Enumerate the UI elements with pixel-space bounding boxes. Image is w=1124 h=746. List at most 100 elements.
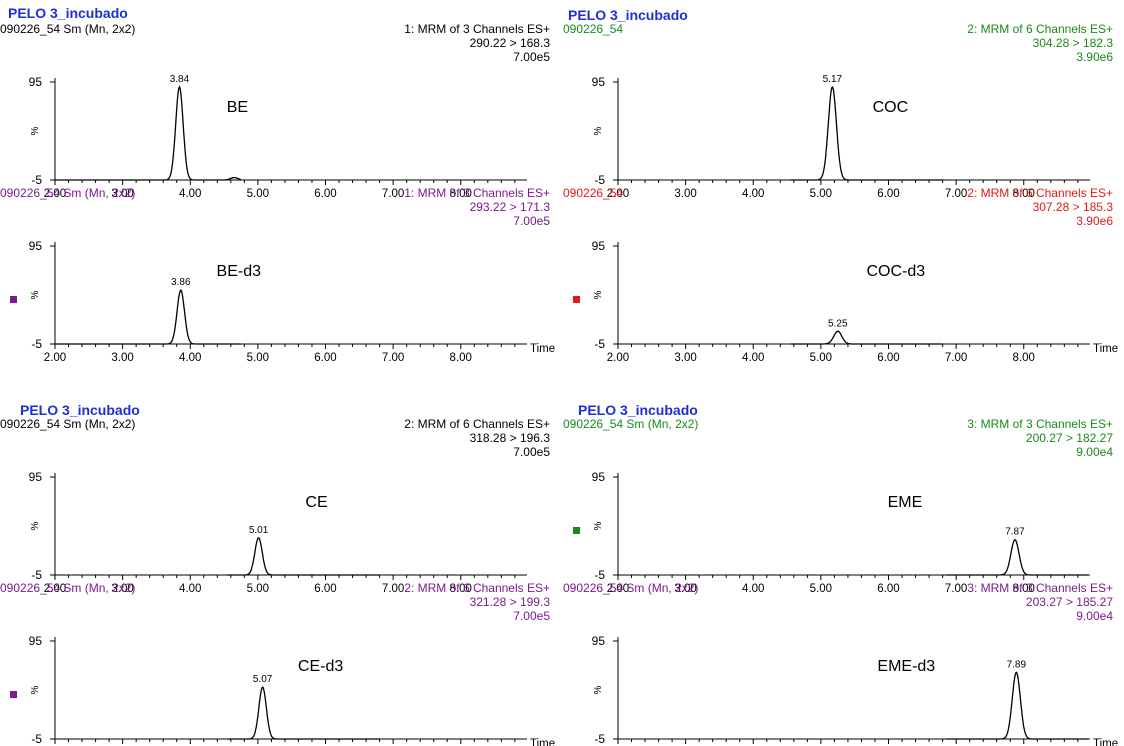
x-tick-label: 7.00 [382, 352, 404, 364]
x-tick-label: 5.00 [810, 583, 832, 595]
y-tick-label: -5 [31, 568, 42, 582]
channel-header-line: 1: MRM of 3 Channels ES+ [404, 22, 550, 36]
x-axis-title: Time [530, 738, 555, 746]
chromatogram-plot: 95% -52.00 3.00 4.00 5.00 6.00 7.00 8.00 5.17 COC [592, 74, 1090, 200]
chromatogram-trace [790, 86, 943, 181]
channel-header: 3: MRM of 3 Channels ES+ 203.27 > 185.27 9… [967, 581, 1113, 623]
chromatogram-panel: 090226_54 Sm (Mn, 2x2) 1: MRM of 3 Channe… [0, 186, 560, 364]
x-tick-label: 8.00 [450, 352, 472, 364]
x-tick-label: 4.00 [179, 188, 201, 200]
chart-title: PELO 3_incubado [20, 402, 140, 418]
channel-header-line: 304.28 > 182.3 [1032, 36, 1113, 50]
x-tick-label: 5.00 [247, 583, 269, 595]
x-tick-label: 3.00 [674, 583, 696, 595]
sample-label: 090226_54 [563, 22, 623, 36]
channel-header-line: 200.27 > 182.27 [1025, 431, 1113, 445]
chromatogram-plot: 95% -52.00 3.00 4.00 5.00 6.00 7.00 8.00 3.84 BE [29, 74, 527, 200]
y-tick-label: 95 [29, 75, 43, 89]
sample-id: 090226_54 Sm [0, 581, 82, 595]
channel-header: 1: MRM of 3 Channels ES+ 293.22 > 171.3 7.… [404, 186, 550, 228]
sample-label: 090226_54 Sm (Mn, 2x2) [0, 22, 135, 36]
y-tick-label: -5 [31, 337, 42, 351]
peak-rt-label: 7.89 [1007, 659, 1027, 670]
chart-quadrant: PELO 3_incubado 090226_54 Sm (Mn, 2x2) 1: … [0, 0, 560, 364]
sample-suffix: (Mn, 2x2) [81, 417, 136, 431]
channel-header: 2: MRM of 6 Channels ES+ 321.28 > 199.3 7.… [404, 581, 550, 623]
channel-header-line: 2: MRM of 6 Channels ES+ [404, 581, 550, 595]
channel-header-line: 318.28 > 196.3 [469, 431, 550, 445]
chromatogram-panel: 090226_54 Sm (Mn, 2x2) 3: MRM of 3 Channe… [563, 581, 1123, 746]
compound-label: COC [873, 99, 909, 116]
x-tick-label: 5.00 [247, 188, 269, 200]
y-axis-unit: % [593, 290, 604, 299]
channel-header-line: 321.28 > 199.3 [469, 595, 550, 609]
x-tick-label: 8.00 [450, 583, 472, 595]
x-tick-label: 7.00 [382, 188, 404, 200]
channel-header-line: 1: MRM of 3 Channels ES+ [404, 186, 550, 200]
sample-id: 090226_54 Sm [563, 581, 645, 595]
y-tick-label: 95 [29, 470, 43, 484]
chromatogram-trace [946, 538, 1088, 576]
channel-header-line: 307.28 > 185.3 [1032, 200, 1113, 214]
sample-id: 090226_54 [563, 22, 624, 36]
y-tick-label: -5 [594, 337, 605, 351]
channel-header-line: 9.00e4 [1076, 609, 1113, 623]
x-tick-label: 3.00 [111, 352, 133, 364]
chart-quadrant: PELO 3_incubado 090226_54 Sm (Mn, 2x2) 2: … [0, 395, 560, 746]
trace-color-marker [573, 296, 580, 303]
y-axis-unit: % [30, 126, 41, 135]
y-axis-unit: % [30, 521, 41, 530]
chromatogram-panel: 090226_54 2: MRM of 6 Channels ES+ 307.28 … [563, 186, 1123, 364]
peak-rt-label: 3.84 [170, 74, 190, 85]
y-tick-label: -5 [31, 173, 42, 187]
x-tick-label: 4.00 [179, 583, 201, 595]
x-tick-label: 6.00 [877, 352, 899, 364]
sample-suffix: (Mn, 2x2) [81, 581, 136, 595]
sample-label: 090226_54 Sm (Mn, 2x2) [0, 581, 135, 595]
peak-rt-label: 5.25 [828, 318, 848, 329]
compound-label: COC-d3 [866, 263, 925, 280]
channel-header-line: 7.00e5 [513, 50, 550, 64]
compound-label: BE [227, 99, 248, 116]
y-tick-label: -5 [31, 732, 42, 746]
sample-label: 090226_54 Sm (Mn, 2x2) [563, 417, 698, 431]
sample-id: 090226_54 Sm [563, 417, 645, 431]
channel-header-line: 3: MRM of 3 Channels ES+ [967, 581, 1113, 595]
sample-label: 090226_54 Sm (Mn, 2x2) [563, 581, 698, 595]
chart-title: PELO 3_incubado [8, 5, 128, 21]
channel-header: 1: MRM of 3 Channels ES+ 290.22 > 168.3 7.… [404, 22, 550, 64]
compound-label: BE-d3 [217, 263, 262, 280]
trace-color-marker [10, 296, 17, 303]
channel-header-line: 2: MRM of 6 Channels ES+ [967, 22, 1113, 36]
x-tick-label: 2.00 [44, 188, 66, 200]
x-tick-label: 8.00 [1013, 352, 1035, 364]
channel-header-line: 2: MRM of 6 Channels ES+ [404, 417, 550, 431]
peak-rt-label: 7.87 [1005, 527, 1025, 538]
chart-quadrant: PELO 3_incubado 090226_54 2: MRM of 6 Chan… [563, 0, 1123, 364]
x-tick-label: 6.00 [314, 188, 336, 200]
x-tick-label: 8.00 [1013, 188, 1035, 200]
trace-color-marker [10, 691, 17, 698]
y-tick-label: -5 [594, 173, 605, 187]
x-axis-title: Time [530, 343, 555, 355]
channel-header-line: 203.27 > 185.27 [1025, 595, 1113, 609]
chromatogram-plot: 95% -52.00 3.00 4.00 5.00 6.00 7.00 8.00 Time 5.2… [592, 239, 1119, 364]
chromatogram-panel: 090226_54 Sm (Mn, 2x2) 2: MRM of 6 Channe… [0, 417, 560, 595]
x-tick-label: 3.00 [674, 352, 696, 364]
channel-header-line: 7.00e5 [513, 609, 550, 623]
channel-header-line: 3.90e6 [1076, 50, 1113, 64]
x-tick-label: 4.00 [179, 352, 201, 364]
peak-rt-label: 5.17 [823, 74, 843, 85]
sample-suffix: (Mn, 2x2) [81, 22, 136, 36]
y-tick-label: 95 [29, 239, 43, 253]
x-tick-label: 6.00 [314, 583, 336, 595]
chromatogram-panel: 090226_54 Sm (Mn, 2x2) 1: MRM of 3 Channe… [0, 22, 560, 200]
x-tick-label: 5.00 [810, 188, 832, 200]
x-axis-title: Time [1093, 343, 1118, 355]
sample-suffix: (Mn, 2x2) [644, 417, 699, 431]
chromatogram-trace [227, 686, 380, 740]
x-tick-label: 7.00 [945, 583, 967, 595]
compound-label: EME [888, 494, 923, 511]
sample-id: 090226_54 Sm [0, 22, 82, 36]
x-tick-label: 2.00 [44, 352, 66, 364]
